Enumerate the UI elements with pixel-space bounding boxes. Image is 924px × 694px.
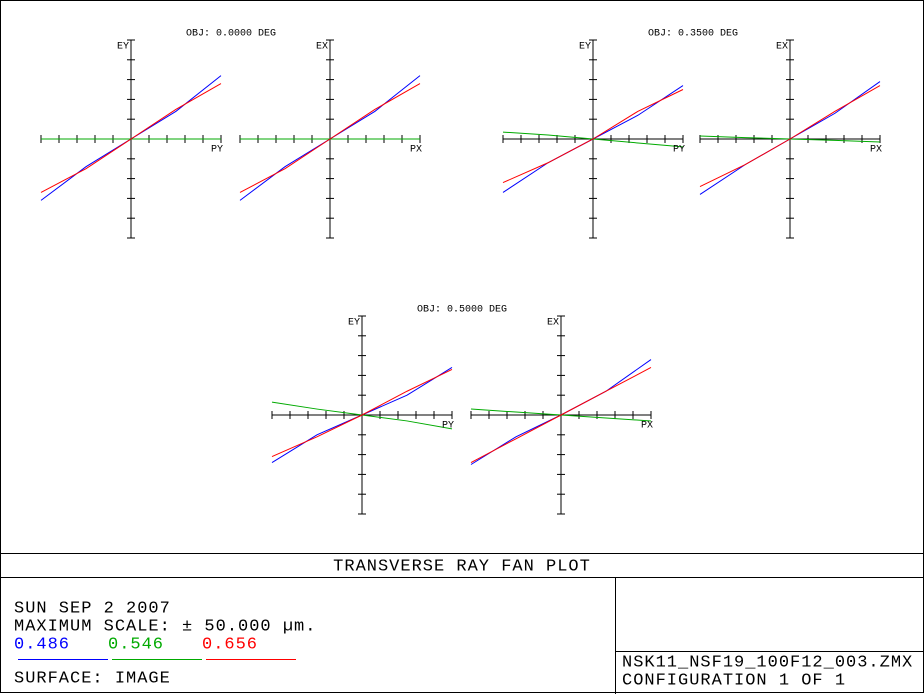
ray-fan xyxy=(271,369,453,458)
x-axis-label: PX xyxy=(641,421,653,432)
x-axis-label: PX xyxy=(870,145,882,156)
scale: MAXIMUM SCALE: ± 50.000 µm. xyxy=(14,617,316,636)
plot-title: OBJ: 0.0000 DEG xyxy=(186,29,276,40)
ray-fan xyxy=(470,367,652,463)
ray-fan xyxy=(40,83,222,193)
surface: SURFACE: IMAGE xyxy=(14,669,171,688)
x-axis-label: PY xyxy=(442,421,454,432)
y-axis-label: EX xyxy=(547,318,559,329)
legend-label: 0.486 xyxy=(14,635,70,654)
y-axis-label: EY xyxy=(117,42,129,53)
plot-title: OBJ: 0.3500 DEG xyxy=(648,29,738,40)
date: SUN SEP 2 2007 xyxy=(14,599,171,618)
plot-title: OBJ: 0.5000 DEG xyxy=(417,305,507,316)
configuration: CONFIGURATION 1 OF 1 xyxy=(622,671,846,690)
file: NSK11_NSF19_100F12_003.ZMX xyxy=(622,653,913,672)
legend-label: 0.656 xyxy=(202,635,258,654)
ray-fan xyxy=(699,85,881,187)
footer-title: TRANSVERSE RAY FAN PLOT xyxy=(333,557,591,576)
x-axis-label: PY xyxy=(673,145,685,156)
legend-label: 0.546 xyxy=(108,635,164,654)
ray-fan xyxy=(502,89,684,184)
x-axis-label: PY xyxy=(211,145,223,156)
ray-fan xyxy=(239,83,421,193)
y-axis-label: EX xyxy=(776,42,788,53)
y-axis-label: EX xyxy=(316,42,328,53)
x-axis-label: PX xyxy=(410,145,422,156)
y-axis-label: EY xyxy=(348,318,360,329)
y-axis-label: EY xyxy=(579,42,591,53)
